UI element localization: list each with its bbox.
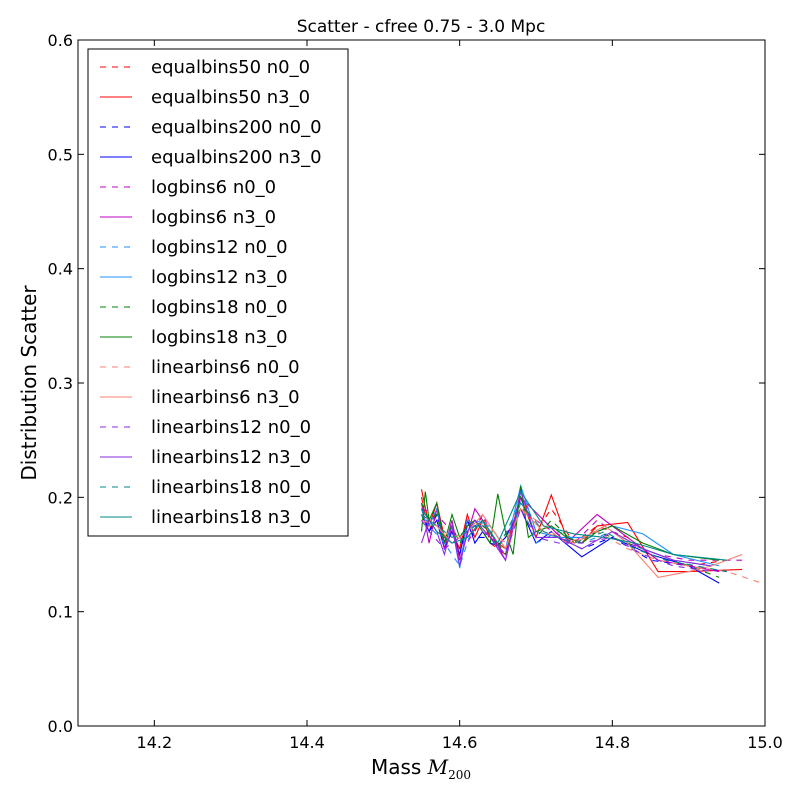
y-tick-label: 0.1 [48,603,73,622]
y-tick-label: 0.5 [48,145,73,164]
x-tick-label: 14.8 [595,733,631,752]
legend-label-1: equalbins50 n0_0 [151,57,310,78]
legend-label-14: linearbins12 n3_0 [151,447,311,468]
legend-label-16: linearbins18 n3_0 [151,507,311,528]
x-axis-label-subscript: 200 [448,768,471,782]
legend-label-15: linearbins18 n0_0 [151,477,311,498]
chart-title: Scatter - cfree 0.75 - 3.0 Mpc [297,17,546,37]
x-tick-label: 14.2 [137,733,173,752]
legend-label-9: logbins18 n0_0 [151,297,288,318]
series-line-14 [420,489,712,567]
legend-label-13: linearbins12 n0_0 [151,417,311,438]
legend-label-11: linearbins6 n0_0 [151,357,300,378]
series-line-15 [421,501,727,573]
legend-frame [87,48,349,537]
legend-label-10: logbins18 n3_0 [151,327,288,348]
y-axis-label: Distribution Scatter [17,285,41,481]
legend-label-6: logbins6 n3_0 [151,207,276,228]
legend-label-8: logbins12 n3_0 [151,267,288,288]
x-axis-label-text: Mass [371,755,428,779]
y-tick-label: 0.6 [48,31,73,50]
x-tick-label: 14.6 [442,733,478,752]
legend-label-12: linearbins6 n3_0 [151,387,300,408]
x-tick-label: 15.0 [747,733,783,752]
legend-label-5: logbins6 n0_0 [151,177,276,198]
series-layer [420,483,765,585]
legend-label-4: equalbins200 n3_0 [151,147,322,168]
y-tick-label: 0.3 [48,374,73,393]
x-axis-label: Mass M200 [371,755,471,782]
ticks-layer: 14.2 14.4 14.6 14.8 15.0 0.0 0.1 0.2 0.3 0.4 0.5 0.… [48,31,783,752]
y-tick-label: 0.0 [48,717,73,736]
series-line-16 [421,490,727,561]
legend: equalbins50 n0_0 equalbins50 n3_0 equalbin… [87,48,349,537]
legend-label-2: equalbins50 n3_0 [151,87,310,108]
legend-label-3: equalbins200 n0_0 [151,117,322,138]
x-axis-label-math: M [427,755,449,779]
x-tick-label: 14.4 [289,733,325,752]
legend-label-7: logbins12 n0_0 [151,237,288,258]
y-tick-label: 0.4 [48,260,73,279]
y-tick-label: 0.2 [48,488,73,507]
